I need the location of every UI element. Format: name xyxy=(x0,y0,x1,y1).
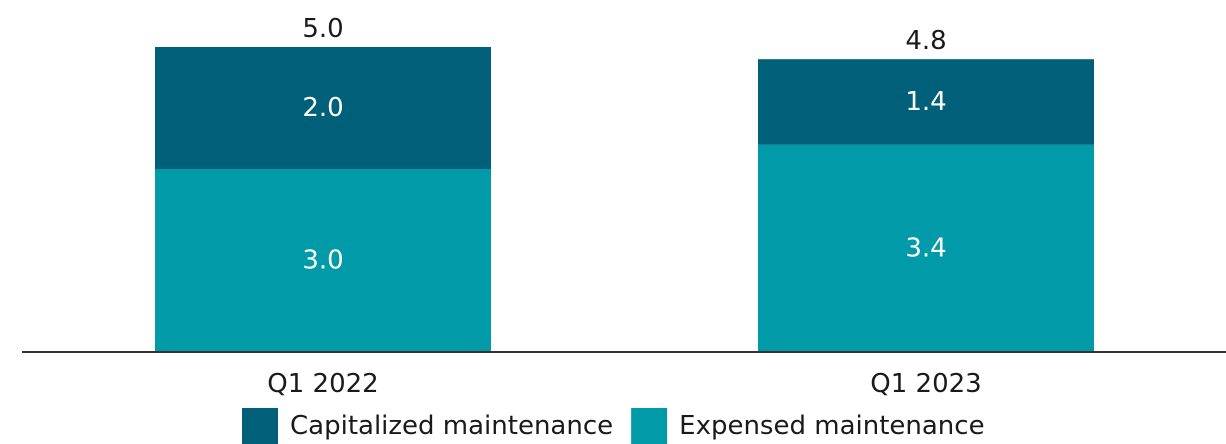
data-label-capitalized-maintenance-2: 1.4 xyxy=(905,87,946,117)
bar-expensed-maintenance-2 xyxy=(758,144,1094,352)
data-label-expensed-maintenance-1: 3.0 xyxy=(302,246,343,276)
legend-label-capitalized-maintenance: Capitalized maintenance xyxy=(290,411,613,441)
bar-expensed-maintenance-1 xyxy=(155,169,491,352)
legend-item-expensed-maintenance: Expensed maintenance xyxy=(631,408,985,444)
bar-capitalized-maintenance-1 xyxy=(155,47,491,169)
legend-label-expensed-maintenance: Expensed maintenance xyxy=(679,411,984,441)
total-label-2: 4.8 xyxy=(905,26,946,56)
bar-capitalized-maintenance-2 xyxy=(758,59,1094,145)
x-tick-label-1: Q1 2022 xyxy=(267,369,378,399)
bars-layer xyxy=(155,47,1094,352)
data-label-capitalized-maintenance-1: 2.0 xyxy=(302,93,343,123)
total-label-1: 5.0 xyxy=(302,14,343,44)
legend-item-capitalized-maintenance: Capitalized maintenance xyxy=(242,408,613,444)
legend-swatch-expensed-maintenance xyxy=(631,408,668,444)
legend: Capitalized maintenance Expensed maintena… xyxy=(242,408,985,444)
x-tick-label-2: Q1 2023 xyxy=(870,369,981,399)
data-label-expensed-maintenance-2: 3.4 xyxy=(905,233,946,263)
legend-swatch-capitalized-maintenance xyxy=(242,408,278,444)
labels-layer: 3.0 2.0 5.0 3.4 1.4 4.8 xyxy=(302,14,946,276)
x-axis-ticks: Q1 2022 Q1 2023 xyxy=(267,369,981,399)
